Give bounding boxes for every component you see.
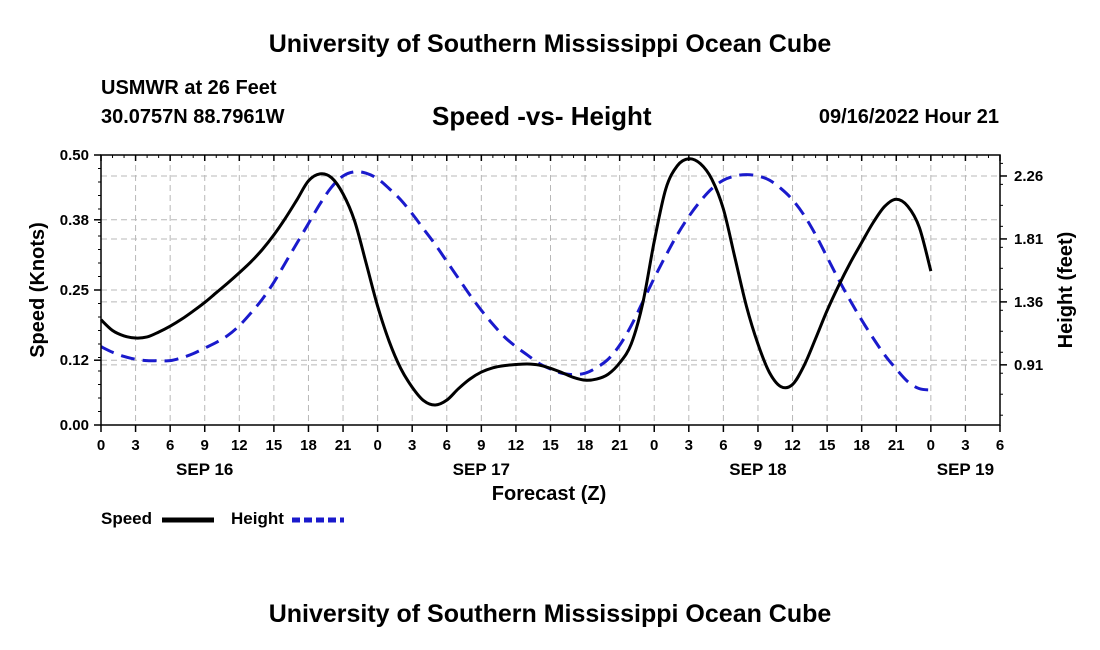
x-tick-label: 9	[754, 437, 762, 454]
series-line-speed	[99, 157, 933, 407]
legend-speed-label: Speed	[101, 509, 153, 528]
x-tick-label: 0	[97, 437, 105, 454]
x-tick-label: 0	[650, 437, 658, 454]
y-axis-label-left: Speed (Knots)	[27, 222, 49, 358]
x-tick-label: 15	[819, 437, 836, 454]
date-label: SEP 18	[729, 460, 786, 479]
x-tick-label: 15	[266, 437, 283, 454]
x-tick-label: 12	[508, 437, 525, 454]
x-tick-label: 6	[996, 437, 1004, 454]
legend-speed-swatch	[162, 517, 214, 523]
station-coordinates: 30.0757N 88.7961W	[101, 106, 285, 128]
x-tick-label: 3	[961, 437, 969, 454]
y-right-tick-label: 1.81	[1014, 231, 1043, 248]
x-tick-label: 3	[408, 437, 416, 454]
x-tick-label: 21	[888, 437, 905, 454]
x-tick-label: 6	[166, 437, 174, 454]
y-tick-label: 0.12	[60, 352, 89, 369]
station-label: USMWR at 26 Feet	[101, 77, 277, 99]
x-tick-label: 9	[477, 437, 485, 454]
date-label: SEP 16	[176, 460, 233, 479]
y-axis-label-right: Height (feet)	[1055, 232, 1077, 349]
y-tick-label: 0.25	[60, 282, 89, 299]
x-tick-label: 0	[927, 437, 935, 454]
x-tick-label: 18	[300, 437, 317, 454]
y-right-tick-label: 1.36	[1014, 294, 1043, 311]
speed-height-chart: 0 3 6 9 12 15 18 21 0 3 6 9 12 15 18 21 0 3 6 9 12 15 18 21 0 3 6S…	[27, 147, 1077, 505]
forecast-datetime: 09/16/2022 Hour 21	[818, 106, 999, 128]
axes: 0 3 6 9 12 15 18 21 0 3 6 9 12 15 18 21 0 3 6 9 12 15 18 21 0 3 6S…	[60, 147, 1043, 479]
x-tick-label: 3	[685, 437, 693, 454]
x-tick-label: 12	[784, 437, 801, 454]
x-tick-label: 15	[542, 437, 559, 454]
y-tick-label: 0.00	[60, 417, 89, 434]
y-tick-label: 0.38	[60, 212, 89, 229]
x-tick-label: 3	[131, 437, 139, 454]
x-tick-label: 18	[853, 437, 870, 454]
chart-subtitle: Speed -vs- Height	[432, 101, 652, 131]
grid	[101, 155, 1000, 425]
x-tick-label: 0	[373, 437, 381, 454]
date-label: SEP 19	[937, 460, 994, 479]
x-tick-label: 6	[719, 437, 727, 454]
x-tick-label: 18	[577, 437, 594, 454]
chart-title: University of Southern Mississippi Ocean…	[268, 30, 832, 58]
footer-title: University of Southern Mississippi Ocean…	[268, 600, 832, 628]
x-tick-label: 12	[231, 437, 248, 454]
legend-height-label: Height	[231, 509, 284, 528]
date-label: SEP 17	[453, 460, 510, 479]
x-axis-label: Forecast (Z)	[492, 483, 606, 505]
x-tick-label: 21	[335, 437, 352, 454]
x-tick-label: 9	[201, 437, 209, 454]
legend-height-swatch	[292, 517, 344, 523]
y-tick-label: 0.50	[60, 147, 89, 164]
x-tick-label: 21	[611, 437, 628, 454]
y-right-tick-label: 0.91	[1014, 357, 1043, 374]
x-tick-label: 6	[443, 437, 451, 454]
series-layer	[99, 157, 933, 407]
y-right-tick-label: 2.26	[1014, 168, 1043, 185]
